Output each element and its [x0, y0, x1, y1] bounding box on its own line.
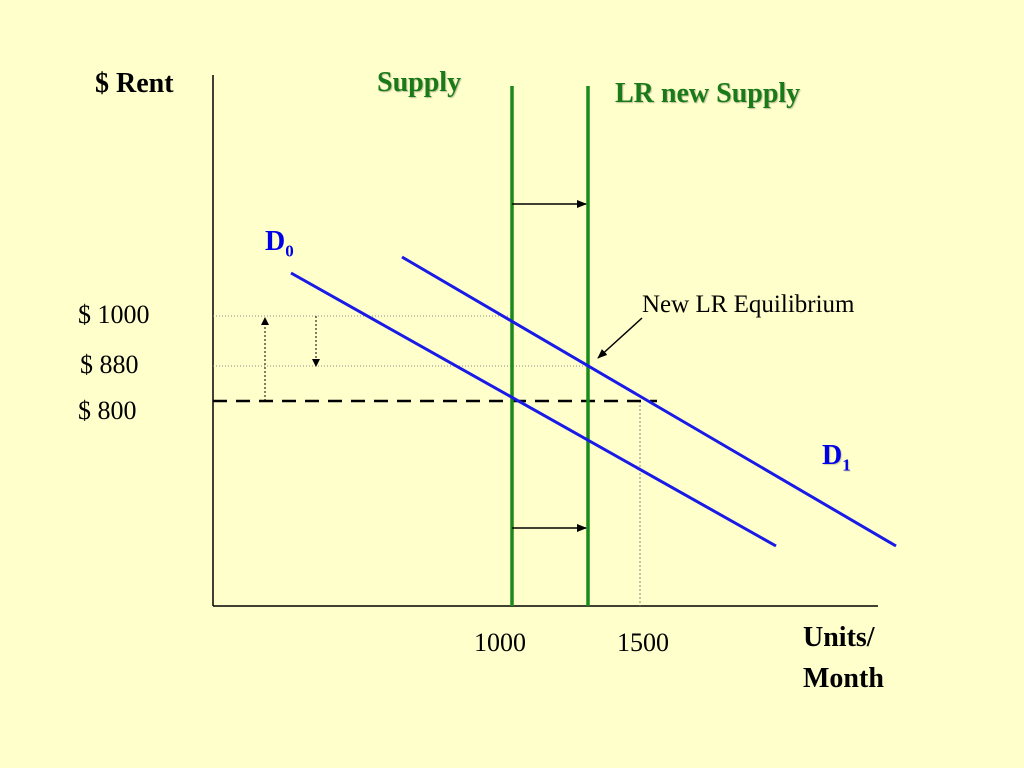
demand-d1-label: D1 — [822, 442, 851, 474]
equilibrium-pointer-arrow — [597, 317, 643, 359]
price-tick-880: $ 880 — [80, 350, 139, 379]
demand-d0-label: D0 — [265, 228, 294, 260]
quantity-tick-1000: 1000 — [474, 628, 526, 657]
demand-d0-subscript: 0 — [285, 241, 294, 261]
x-axis-label-line2: Month — [803, 663, 884, 694]
demand-d1-subscript: 1 — [842, 455, 851, 475]
y-axis-label: $ Rent — [95, 68, 174, 99]
price-tick-1000: $ 1000 — [78, 300, 150, 329]
supply-label: Supply — [377, 67, 462, 98]
x-axis-label-line1: Units/ — [803, 622, 875, 653]
price-tick-800: $ 800 — [78, 396, 137, 425]
equilibrium-annotation: New LR Equilibrium — [642, 291, 855, 318]
demand-d0-line — [290, 271, 777, 548]
demand-d0-base: D — [265, 226, 286, 257]
lr-new-supply-label: LR new Supply — [615, 78, 801, 109]
demand-d1-line — [401, 255, 897, 548]
quantity-tick-1500: 1500 — [617, 628, 669, 657]
demand-d1-base: D — [822, 440, 843, 471]
